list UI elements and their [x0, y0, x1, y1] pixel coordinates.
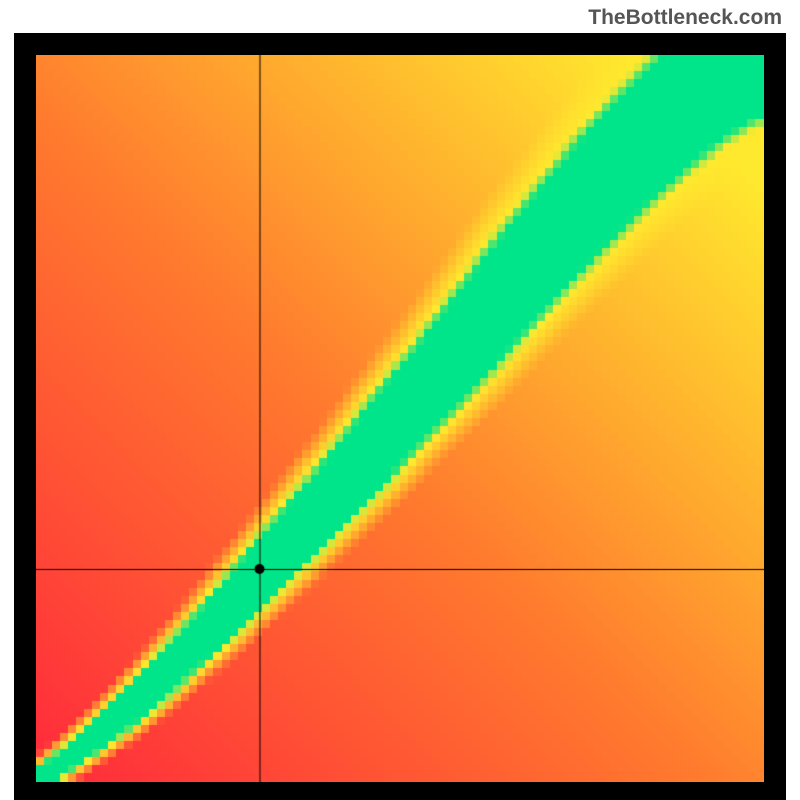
chart-container: TheBottleneck.com [0, 0, 800, 800]
heatmap-canvas [36, 55, 764, 782]
watermark-text: TheBottleneck.com [588, 6, 782, 30]
outer-black-frame [14, 33, 786, 800]
heatmap-plot-area [36, 55, 764, 782]
